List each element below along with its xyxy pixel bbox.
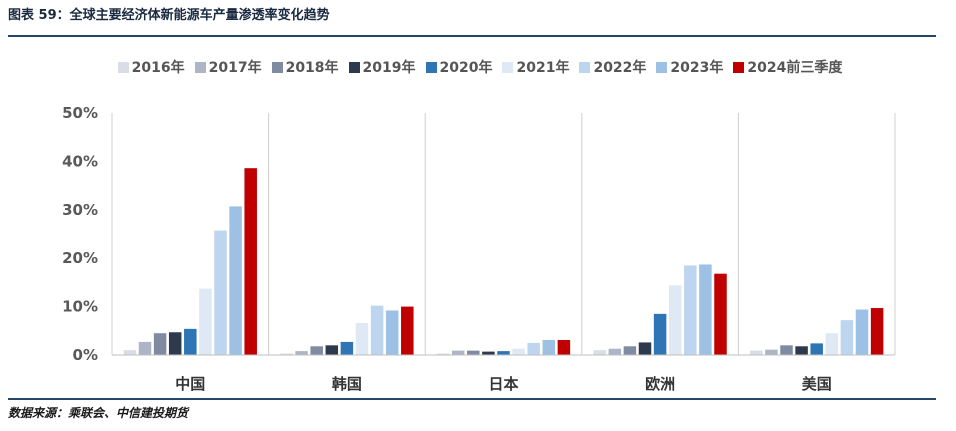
footer-divider bbox=[8, 398, 936, 400]
bar bbox=[310, 346, 323, 355]
legend-item: 2017年 bbox=[194, 57, 262, 77]
legend-item: 2021年 bbox=[502, 57, 569, 77]
bar bbox=[401, 306, 414, 355]
bar bbox=[840, 320, 854, 355]
bar bbox=[638, 342, 652, 355]
bar bbox=[325, 345, 339, 355]
bar bbox=[542, 340, 556, 355]
bar bbox=[340, 341, 354, 355]
x-category-label: 韩国 bbox=[332, 375, 362, 393]
bar bbox=[593, 350, 606, 355]
bar bbox=[280, 353, 293, 355]
x-category-label: 日本 bbox=[488, 375, 518, 393]
legend-item: 2016年 bbox=[117, 57, 185, 77]
bar bbox=[244, 168, 257, 355]
bar bbox=[765, 349, 778, 355]
bar bbox=[295, 351, 308, 355]
bar bbox=[699, 264, 712, 355]
bar-chart: 0% 10% 20% 30% 40% 50% 中国 韩国 日本 欧洲 美国 bbox=[62, 104, 896, 393]
legend-swatch bbox=[348, 61, 360, 73]
data-source-note: 数据来源：乘联会、中信建投期货 bbox=[8, 406, 189, 420]
y-tick-label: 30% bbox=[62, 201, 98, 219]
bar bbox=[714, 273, 727, 355]
y-tick-label: 10% bbox=[62, 298, 98, 316]
bar bbox=[527, 342, 540, 355]
bar bbox=[512, 348, 525, 355]
legend-label: 2021年 bbox=[516, 60, 570, 76]
legend-label: 2020年 bbox=[439, 60, 493, 76]
legend-item: 2019年 bbox=[348, 57, 416, 77]
bar bbox=[153, 333, 167, 355]
legend-swatch bbox=[194, 61, 206, 73]
bar bbox=[608, 348, 622, 355]
bar bbox=[451, 350, 465, 355]
bar bbox=[623, 346, 637, 355]
bar bbox=[780, 345, 793, 355]
y-tick-label: 50% bbox=[62, 104, 98, 122]
bar bbox=[825, 333, 839, 355]
x-category-label: 中国 bbox=[175, 375, 205, 393]
legend-label: 2024前三季度 bbox=[747, 60, 843, 76]
legend-item: 2020年 bbox=[425, 57, 493, 77]
y-tick-label: 40% bbox=[62, 152, 98, 170]
legend-swatch bbox=[733, 61, 745, 73]
bar bbox=[497, 351, 510, 355]
legend-label: 2022年 bbox=[593, 60, 647, 76]
bar bbox=[370, 305, 384, 355]
legend-label: 2017年 bbox=[208, 60, 262, 76]
bar bbox=[385, 310, 399, 355]
legend-item: 2024前三季度 bbox=[733, 57, 842, 77]
bar bbox=[557, 340, 571, 355]
legend-item: 2022年 bbox=[579, 57, 646, 77]
bar bbox=[168, 332, 182, 355]
bar bbox=[355, 323, 369, 355]
legend-item: 2018年 bbox=[271, 57, 339, 77]
legend-swatch bbox=[502, 61, 514, 73]
bar bbox=[684, 265, 697, 355]
bar bbox=[199, 288, 212, 355]
chart-legend: 2016年 2017年 2018年 2019年 2020年 2021年 2022年 2023年… bbox=[60, 56, 900, 78]
legend-swatch bbox=[271, 61, 283, 73]
bar bbox=[436, 353, 450, 355]
chart-title: 图表 59：全球主要经济体新能源车产量渗透率变化趋势 bbox=[8, 8, 330, 23]
legend-swatch bbox=[579, 61, 591, 73]
bar bbox=[750, 350, 763, 355]
legend-swatch bbox=[117, 61, 129, 73]
legend-label: 2018年 bbox=[285, 60, 339, 76]
bar bbox=[668, 285, 682, 355]
legend-label: 2023年 bbox=[670, 60, 724, 76]
legend-label: 2019年 bbox=[362, 60, 416, 76]
bar bbox=[229, 206, 242, 355]
bar bbox=[795, 346, 808, 355]
bar bbox=[123, 350, 137, 355]
header-divider bbox=[8, 35, 936, 37]
x-category-label: 欧洲 bbox=[645, 375, 675, 393]
bar bbox=[653, 313, 667, 355]
y-tick-label: 0% bbox=[73, 346, 98, 364]
bar bbox=[870, 308, 884, 355]
y-tick-label: 20% bbox=[62, 249, 98, 267]
bar bbox=[810, 343, 823, 355]
legend-swatch bbox=[656, 61, 668, 73]
bar bbox=[467, 350, 480, 355]
bar bbox=[184, 328, 197, 355]
x-category-label: 美国 bbox=[802, 375, 832, 393]
bar bbox=[138, 341, 152, 355]
bar bbox=[855, 309, 869, 355]
legend-item: 2023年 bbox=[656, 57, 723, 77]
bar bbox=[482, 351, 495, 355]
legend-label: 2016年 bbox=[131, 60, 185, 76]
legend-swatch bbox=[425, 61, 437, 73]
bar bbox=[214, 230, 227, 355]
